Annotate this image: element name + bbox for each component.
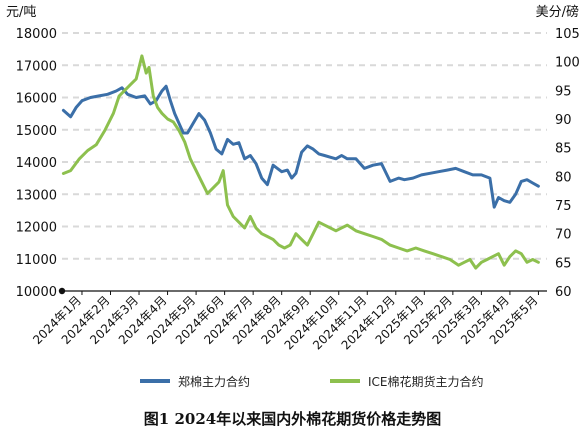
right-tick-label: 100	[555, 56, 580, 71]
left-tick-label: 14000	[16, 156, 57, 171]
right-tick-label: 95	[555, 84, 572, 99]
axes	[58, 287, 547, 295]
series-line-1	[61, 84, 540, 209]
gridlines	[62, 32, 547, 260]
legend-label-2: ICE棉花期货主力合约	[368, 374, 484, 389]
left-tick-label: 11000	[16, 253, 57, 268]
left-tick-label: 16000	[16, 92, 57, 107]
right-tick-label: 65	[555, 256, 572, 271]
right-tick-label: 90	[555, 113, 572, 128]
figure-caption: 图1 2024年以来国内外棉花期货价格走势图	[143, 410, 442, 428]
left-y-ticks: 10000 11000 12000 13000 14000 15000 16000 17000…	[16, 27, 57, 300]
left-tick-label: 10000	[16, 285, 57, 300]
legend: 郑棉主力合约 ICE棉花期货主力合约	[140, 374, 484, 389]
left-tick-label: 12000	[16, 221, 57, 236]
left-axis-unit: 元/吨	[6, 5, 36, 20]
right-tick-label: 105	[555, 27, 580, 42]
right-tick-label: 60	[555, 285, 572, 300]
right-axis-unit: 美分/磅	[536, 4, 579, 20]
right-tick-label: 70	[555, 228, 572, 243]
series-line-2	[61, 54, 540, 270]
right-tick-label: 80	[555, 170, 572, 185]
left-tick-label: 13000	[16, 188, 57, 203]
left-tick-label: 18000	[16, 27, 57, 42]
left-tick-label: 15000	[16, 124, 57, 139]
right-tick-label: 75	[555, 199, 572, 214]
left-tick-label: 17000	[16, 59, 57, 74]
legend-label-1: 郑棉主力合约	[178, 374, 250, 389]
x-axis-origin-dot	[58, 287, 66, 295]
chart: 10000 11000 12000 13000 14000 15000 16000 17000…	[6, 4, 580, 389]
series-lines	[61, 54, 540, 270]
right-y-ticks: 60 65 70 75 80 85 90 95 100 105	[555, 27, 580, 300]
x-axis-ticks: 2024年1月2024年2月2024年3月2024年4月2024年5月2024年…	[30, 291, 541, 352]
right-tick-label: 85	[555, 142, 572, 157]
